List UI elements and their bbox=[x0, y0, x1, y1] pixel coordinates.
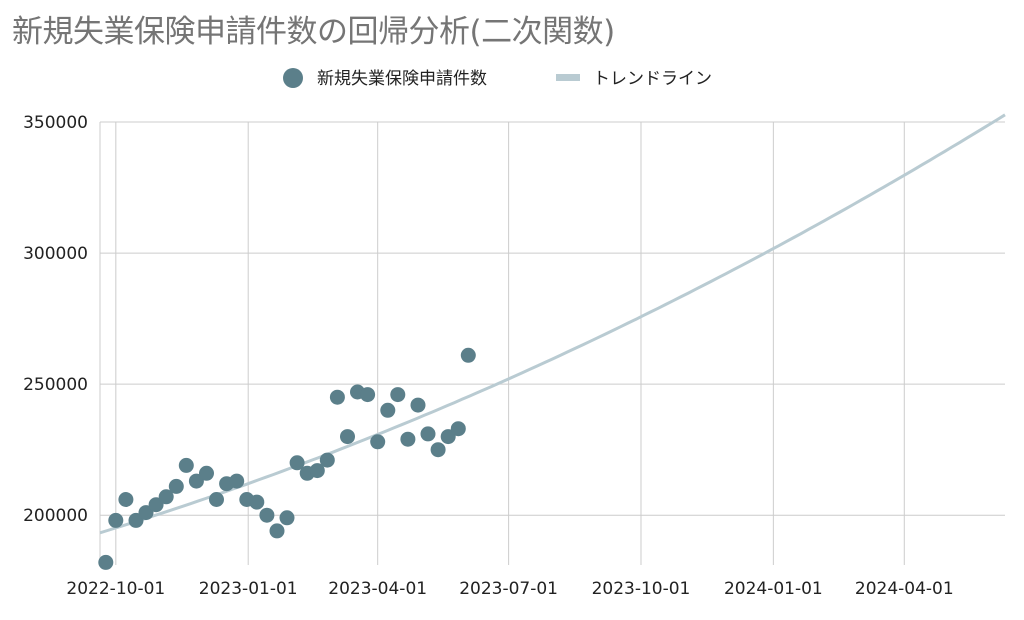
data-point bbox=[229, 473, 245, 489]
legend: 新規失業保険申請件数 トレンドライン bbox=[283, 68, 712, 89]
data-point bbox=[259, 507, 275, 523]
trendline bbox=[99, 113, 1006, 535]
data-point bbox=[289, 455, 305, 471]
legend-line-swatch bbox=[556, 74, 580, 81]
data-point bbox=[249, 494, 265, 510]
data-point bbox=[460, 347, 476, 363]
data-point bbox=[148, 497, 164, 513]
y-tick-label: 350000 bbox=[23, 113, 88, 133]
data-point bbox=[370, 434, 386, 450]
data-point bbox=[309, 463, 325, 479]
axis-labels: 200000 250000 300000 350000 2022-10-01 2023-0… bbox=[23, 113, 954, 599]
data-point bbox=[269, 523, 285, 539]
data-point bbox=[390, 387, 406, 403]
legend-point-label: 新規失業保険申請件数 bbox=[317, 69, 487, 89]
data-point bbox=[380, 402, 396, 418]
data-point bbox=[209, 492, 224, 507]
data-point bbox=[188, 473, 204, 489]
data-point bbox=[168, 478, 184, 494]
data-point bbox=[199, 465, 214, 481]
data-point bbox=[400, 431, 416, 447]
data-point bbox=[440, 429, 456, 445]
y-tick-label: 200000 bbox=[23, 506, 88, 526]
data-point bbox=[319, 452, 335, 468]
y-tick-label: 300000 bbox=[23, 244, 88, 264]
grid-layer bbox=[99, 121, 1005, 565]
x-tick-label: 2023-04-01 bbox=[328, 579, 427, 599]
x-tick-label: 2023-10-01 bbox=[592, 579, 691, 599]
x-tick-label: 2022-10-01 bbox=[66, 579, 165, 599]
points-layer bbox=[98, 347, 476, 570]
data-point bbox=[329, 389, 345, 405]
legend-point-swatch bbox=[283, 68, 303, 88]
x-tick-label: 2024-04-01 bbox=[855, 579, 954, 599]
data-point bbox=[340, 429, 355, 445]
data-point bbox=[420, 426, 436, 442]
trendline-layer bbox=[99, 113, 1006, 535]
x-tick-label: 2023-01-01 bbox=[199, 579, 298, 599]
data-point bbox=[108, 512, 124, 528]
data-point bbox=[410, 397, 426, 413]
data-point bbox=[360, 387, 376, 403]
data-point bbox=[450, 421, 466, 437]
legend-line-label: トレンドライン bbox=[593, 69, 712, 89]
x-tick-label: 2024-01-01 bbox=[724, 579, 823, 599]
data-point bbox=[98, 554, 114, 570]
data-point bbox=[138, 505, 154, 521]
data-point bbox=[118, 492, 134, 507]
y-tick-label: 250000 bbox=[23, 375, 88, 395]
data-point bbox=[279, 510, 295, 526]
data-point bbox=[178, 457, 194, 473]
chart-title: 新規失業保険申請件数の回帰分析(二次関数) bbox=[12, 14, 615, 50]
data-point bbox=[158, 489, 174, 505]
data-point bbox=[430, 442, 446, 458]
x-tick-label: 2023-07-01 bbox=[459, 579, 558, 599]
